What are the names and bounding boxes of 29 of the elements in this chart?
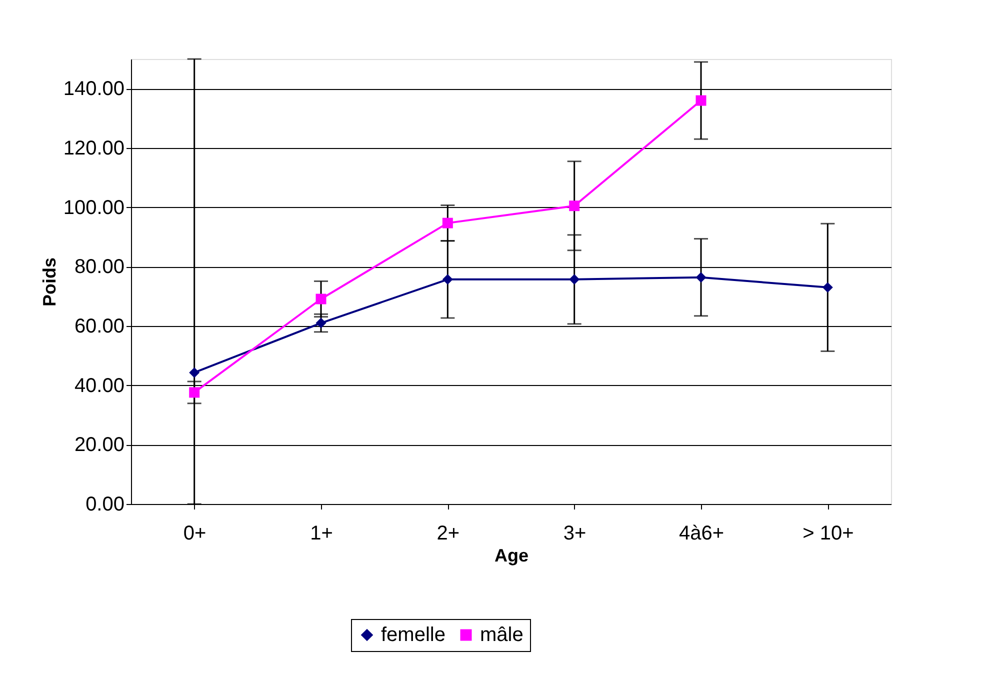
x-tick-label: 0+ [183, 522, 206, 544]
x-tick-label: 4à6+ [678, 522, 724, 544]
y-tick-label: 60.00 [74, 316, 124, 338]
legend-label: femelle [381, 624, 446, 646]
point [189, 367, 200, 378]
y-axis-title: Poids [39, 257, 60, 307]
x-tick-label: 3+ [563, 522, 586, 544]
y-tick-label: 20.00 [74, 434, 124, 456]
x-tick-label: 2+ [436, 522, 460, 544]
point [316, 294, 326, 304]
point [442, 274, 453, 285]
point [189, 387, 200, 398]
y-tick-label: 120.00 [63, 138, 124, 160]
point [442, 218, 453, 228]
y-tick-label: 140.00 [63, 78, 124, 100]
y-tick-label: 40.00 [74, 374, 124, 397]
x-axis-title: Age [494, 546, 529, 566]
x-tick-label: 1+ [310, 522, 333, 544]
y-tick-label: 80.00 [74, 256, 124, 278]
point [822, 282, 833, 293]
point [316, 318, 326, 328]
point [569, 200, 580, 212]
y-tick-label: 100.00 [63, 196, 124, 219]
y-tick-label: 0.00 [86, 494, 124, 516]
point [696, 95, 706, 106]
legend-label: mâle [480, 624, 524, 646]
point [696, 272, 706, 283]
x-tick-label: > 10+ [802, 522, 854, 544]
point [569, 274, 580, 285]
